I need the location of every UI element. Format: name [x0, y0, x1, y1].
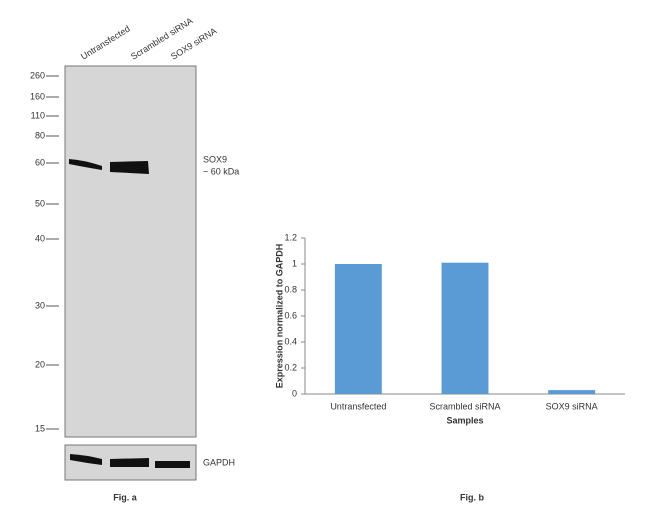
band — [69, 159, 102, 170]
marker-label: 110 — [31, 110, 45, 120]
marker-label: 160 — [30, 91, 45, 101]
x-axis-title: Samples — [446, 415, 483, 425]
band — [155, 461, 190, 468]
band — [110, 458, 149, 467]
marker-label: 260 — [30, 70, 45, 80]
marker-label: 20 — [35, 359, 45, 369]
bar — [441, 262, 489, 394]
band — [110, 161, 149, 174]
marker-label: 30 — [35, 300, 45, 310]
marker-label: 50 — [35, 198, 45, 208]
y-tick-label: 0.6 — [284, 310, 297, 320]
caption: Fig. a — [113, 492, 137, 502]
y-tick-label: 0.8 — [284, 284, 297, 294]
y-tick-label: 0 — [292, 388, 297, 398]
caption: Fig. b — [460, 492, 484, 502]
y-tick-label: 1 — [292, 258, 297, 268]
marker-label: 40 — [35, 233, 45, 243]
y-tick-label: 0.2 — [284, 362, 297, 372]
marker-label: 80 — [35, 130, 45, 140]
bar — [334, 264, 382, 394]
x-tick-label: Scrambled siRNA — [429, 401, 500, 411]
band-label: SOX9 — [203, 154, 227, 164]
x-tick-label: SOX9 siRNA — [546, 401, 598, 411]
marker-label: 15 — [35, 423, 45, 433]
band-label: ~ 60 kDa — [203, 166, 239, 176]
x-tick-label: Untransfected — [330, 401, 386, 411]
bar — [548, 390, 596, 394]
y-tick-label: 0.4 — [284, 336, 297, 346]
marker-label: 60 — [35, 157, 45, 167]
band — [70, 454, 102, 465]
membrane — [64, 65, 197, 438]
lane-label: Untransfected — [79, 24, 132, 62]
y-tick-label: 1.2 — [284, 232, 297, 242]
loading-label: GAPDH — [203, 457, 235, 467]
y-axis-title: Expression normalized to GAPDH — [274, 244, 284, 389]
